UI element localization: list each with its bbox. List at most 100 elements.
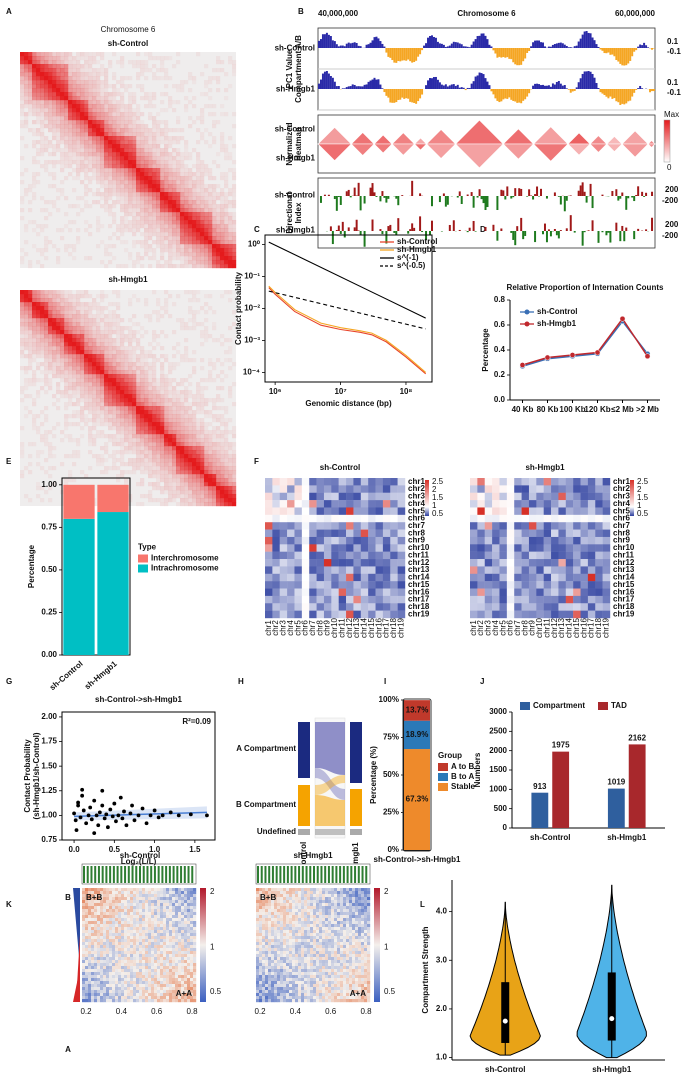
heatmap-cell bbox=[224, 240, 229, 245]
heatmap-cell bbox=[132, 346, 137, 351]
heatmap-cell bbox=[88, 68, 93, 73]
heatmap-cell bbox=[56, 422, 61, 427]
heatmap-cell bbox=[68, 326, 73, 331]
heatmap-cell bbox=[44, 310, 49, 315]
heatmap-cell bbox=[28, 64, 33, 69]
heatmap-cell bbox=[172, 418, 177, 423]
heatmap-cell bbox=[84, 326, 89, 331]
heatmap-cell bbox=[60, 132, 65, 137]
heatmap-cell bbox=[176, 168, 181, 173]
heatmap-cell bbox=[477, 514, 485, 523]
heatmap-cell bbox=[200, 426, 205, 431]
heatmap-cell bbox=[208, 144, 213, 149]
pc1-bar bbox=[603, 48, 606, 54]
heatmap-cell bbox=[232, 204, 237, 209]
heatmap-cell bbox=[116, 224, 121, 229]
heatmap-cell bbox=[360, 573, 369, 582]
heatmap-cell bbox=[144, 430, 149, 435]
heatmap-cell bbox=[124, 338, 129, 343]
heatmap-cell bbox=[116, 152, 121, 157]
heatmap-cell bbox=[382, 536, 391, 545]
heatmap-cell bbox=[36, 84, 41, 89]
heatmap-cell bbox=[104, 442, 109, 447]
heatmap-cell bbox=[200, 176, 205, 181]
heatmap-cell bbox=[96, 164, 101, 169]
heatmap-cell bbox=[120, 342, 125, 347]
pc1-bar bbox=[607, 48, 610, 53]
heatmap-cell bbox=[104, 410, 109, 415]
tad-triangle bbox=[425, 143, 457, 159]
pc1-bar bbox=[492, 48, 495, 51]
heatmap-cell bbox=[88, 358, 93, 363]
heatmap-cell bbox=[216, 208, 221, 213]
heatmap-cell bbox=[112, 256, 117, 261]
heatmap-cell bbox=[132, 362, 137, 367]
heatmap-cell bbox=[184, 108, 189, 113]
heatmap-cell bbox=[470, 536, 478, 545]
heatmap-cell bbox=[192, 474, 197, 479]
heatmap-cell bbox=[346, 500, 354, 508]
heatmap-cell bbox=[204, 80, 209, 85]
heatmap-cell bbox=[148, 128, 153, 133]
heatmap-cell bbox=[120, 434, 125, 439]
heatmap-cell bbox=[104, 96, 109, 101]
heatmap-cell bbox=[92, 84, 97, 89]
pc1-bar bbox=[327, 34, 330, 48]
heatmap-cell bbox=[168, 458, 173, 463]
pc1-bar bbox=[478, 35, 481, 48]
heatmap-cell bbox=[64, 96, 69, 101]
heatmap-cell bbox=[558, 522, 566, 530]
di-bar bbox=[631, 196, 634, 198]
heatmap-cell bbox=[200, 398, 205, 403]
heatmap-cell bbox=[40, 338, 45, 343]
heatmap-cell bbox=[224, 208, 229, 213]
heatmap-cell bbox=[136, 196, 141, 201]
heatmap-cell bbox=[64, 394, 69, 399]
pc1-bar bbox=[496, 89, 499, 101]
heatmap-cell bbox=[192, 454, 197, 459]
heatmap-cell bbox=[84, 290, 89, 295]
heatmap-cell bbox=[156, 410, 161, 415]
heatmap-cell bbox=[144, 252, 149, 257]
heatmap-cell bbox=[140, 156, 145, 161]
heatmap-cell bbox=[80, 156, 85, 161]
heatmap-cell bbox=[40, 362, 45, 367]
heatmap-cell bbox=[132, 322, 137, 327]
heatmap-cell bbox=[36, 128, 41, 133]
heatmap-cell bbox=[64, 358, 69, 363]
pc1-bar bbox=[365, 44, 368, 48]
heatmap-cell bbox=[100, 298, 105, 303]
pc1-bar bbox=[587, 71, 590, 89]
heatmap-cell bbox=[20, 120, 25, 125]
heatmap-cell bbox=[44, 56, 49, 61]
heatmap-cell bbox=[168, 390, 173, 395]
heatmap-cell bbox=[156, 164, 161, 169]
tad-triangle bbox=[373, 134, 393, 145]
heatmap-cell bbox=[132, 204, 137, 209]
heatmap-cell bbox=[128, 386, 133, 391]
heatmap-cell bbox=[64, 478, 69, 483]
heatmap-cell bbox=[68, 220, 73, 225]
pc1-bar bbox=[581, 73, 584, 89]
heatmap-cell bbox=[92, 136, 97, 141]
heatmap-cell bbox=[580, 507, 589, 516]
heatmap-cell bbox=[309, 566, 317, 574]
heatmap-cell bbox=[112, 52, 117, 57]
heatmap-cell bbox=[124, 422, 129, 427]
heatmap-cell bbox=[128, 298, 133, 303]
heatmap-cell bbox=[136, 466, 141, 471]
heatmap-cell bbox=[28, 260, 33, 265]
heatmap-cell bbox=[287, 566, 295, 574]
pc1-bar bbox=[639, 85, 642, 89]
heatmap-cell bbox=[44, 216, 49, 221]
pc1-bar bbox=[561, 85, 564, 89]
heatmap-cell bbox=[44, 390, 49, 395]
heatmap-cell bbox=[108, 406, 113, 411]
heatmap-cell bbox=[112, 76, 117, 81]
heatmap-cell bbox=[32, 140, 37, 145]
heatmap-cell bbox=[96, 362, 101, 367]
heatmap-cell bbox=[580, 536, 589, 545]
heatmap-cell bbox=[132, 294, 137, 299]
heatmap-cell bbox=[80, 72, 85, 77]
